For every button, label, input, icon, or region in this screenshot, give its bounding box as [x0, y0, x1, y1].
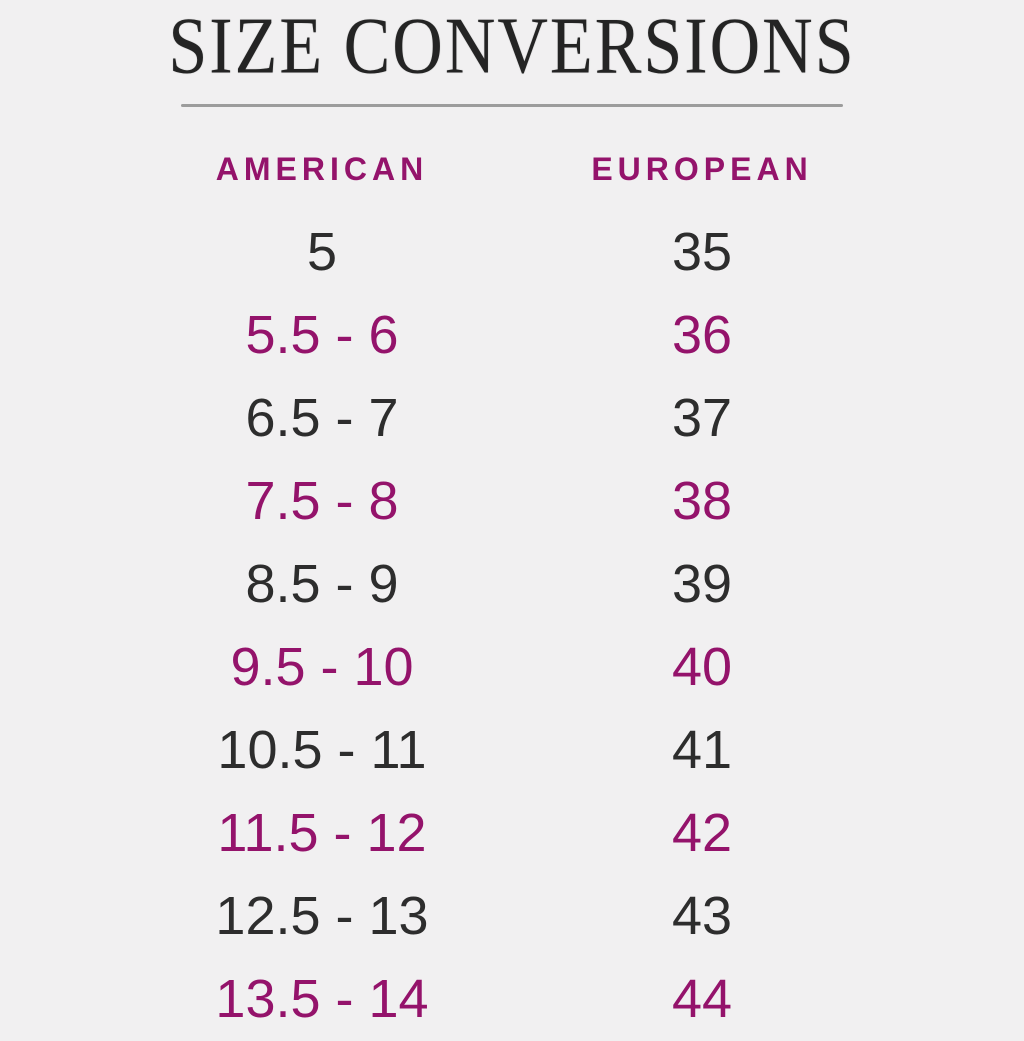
european-size-cell: 42	[671, 803, 733, 863]
table-row: 10.5 - 11 41	[132, 709, 892, 792]
european-size-cell: 37	[671, 388, 733, 448]
american-size-cell: 7.5 - 8	[245, 471, 399, 531]
table-row: 9.5 - 10 40	[132, 626, 892, 709]
table-body: 5 35 5.5 - 6 36 6.5 - 7 37 7.5 - 8 38 8.…	[132, 211, 892, 1041]
conversion-table: AMERICAN EUROPEAN 5 35 5.5 - 6 36 6.5 - …	[132, 153, 892, 1041]
table-row: 6.5 - 7 37	[132, 377, 892, 460]
european-size-cell: 41	[671, 720, 733, 780]
european-size-cell: 43	[671, 886, 733, 946]
european-size-cell: 40	[671, 637, 733, 697]
table-row: 11.5 - 12 42	[132, 792, 892, 875]
table-header-row: AMERICAN EUROPEAN	[132, 153, 892, 185]
american-size-cell: 13.5 - 14	[215, 969, 429, 1029]
table-row: 5.5 - 6 36	[132, 294, 892, 377]
table-row: 5 35	[132, 211, 892, 294]
american-size-cell: 12.5 - 13	[215, 886, 429, 946]
american-size-cell: 5	[306, 222, 338, 282]
table-row: 7.5 - 8 38	[132, 460, 892, 543]
table-row: 13.5 - 14 44	[132, 958, 892, 1041]
european-size-cell: 39	[671, 554, 733, 614]
american-size-cell: 10.5 - 11	[217, 720, 427, 780]
european-size-cell: 35	[671, 222, 733, 282]
american-size-cell: 9.5 - 10	[230, 637, 414, 697]
column-header-european: EUROPEAN	[591, 150, 813, 187]
title-divider	[181, 103, 843, 107]
american-size-cell: 6.5 - 7	[245, 388, 399, 448]
table-row: 8.5 - 9 39	[132, 543, 892, 626]
american-size-cell: 8.5 - 9	[245, 554, 399, 614]
american-size-cell: 11.5 - 12	[217, 803, 427, 863]
european-size-cell: 38	[671, 471, 733, 531]
column-header-american: AMERICAN	[215, 150, 429, 187]
page-title: SIZE CONVERSIONS	[168, 2, 856, 91]
european-size-cell: 44	[671, 969, 733, 1029]
table-row: 12.5 - 13 43	[132, 875, 892, 958]
american-size-cell: 5.5 - 6	[245, 305, 399, 365]
european-size-cell: 36	[671, 305, 733, 365]
